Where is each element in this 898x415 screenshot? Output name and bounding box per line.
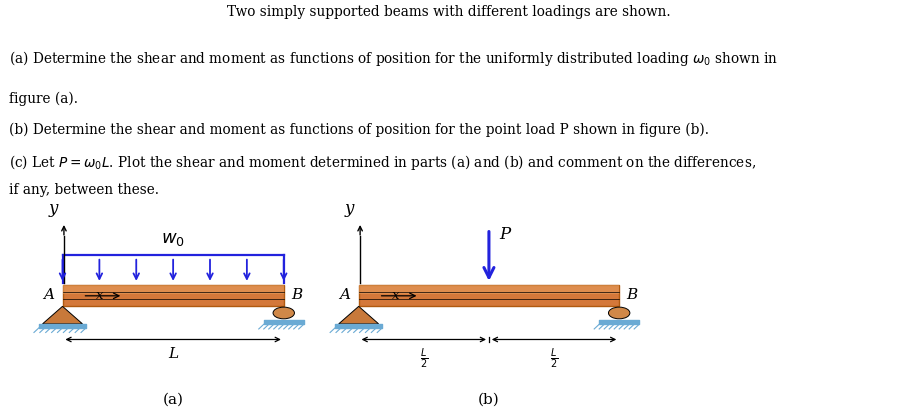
Polygon shape <box>358 285 620 294</box>
Text: A: A <box>43 288 54 302</box>
Text: L: L <box>168 347 178 361</box>
Text: figure (a).: figure (a). <box>9 91 78 106</box>
Text: (a): (a) <box>163 392 183 406</box>
Polygon shape <box>339 306 379 324</box>
Text: B: B <box>291 288 302 302</box>
Text: Two simply supported beams with different loadings are shown.: Two simply supported beams with differen… <box>227 5 671 20</box>
Text: P: P <box>499 226 511 243</box>
Text: $w_0$: $w_0$ <box>161 230 185 248</box>
Polygon shape <box>63 285 284 294</box>
Text: $\frac{L}{2}$: $\frac{L}{2}$ <box>419 347 427 371</box>
Circle shape <box>609 307 629 319</box>
Text: (c) Let $P = \omega_0 L$. Plot the shear and moment determined in parts (a) and : (c) Let $P = \omega_0 L$. Plot the shear… <box>9 154 756 172</box>
Text: (b): (b) <box>478 392 500 406</box>
Text: x: x <box>96 288 103 302</box>
Text: (b) Determine the shear and moment as functions of position for the point load P: (b) Determine the shear and moment as fu… <box>9 122 709 137</box>
Text: $\frac{L}{2}$: $\frac{L}{2}$ <box>550 347 559 371</box>
Text: B: B <box>626 288 638 302</box>
Text: x: x <box>392 288 400 302</box>
Text: (a) Determine the shear and moment as functions of position for the uniformly di: (a) Determine the shear and moment as fu… <box>9 49 778 68</box>
Polygon shape <box>63 285 284 306</box>
Text: y: y <box>345 200 354 217</box>
Polygon shape <box>358 285 620 306</box>
Text: A: A <box>339 288 350 302</box>
Polygon shape <box>42 306 83 324</box>
Text: y: y <box>48 200 57 217</box>
Text: if any, between these.: if any, between these. <box>9 183 159 197</box>
Circle shape <box>273 307 295 319</box>
